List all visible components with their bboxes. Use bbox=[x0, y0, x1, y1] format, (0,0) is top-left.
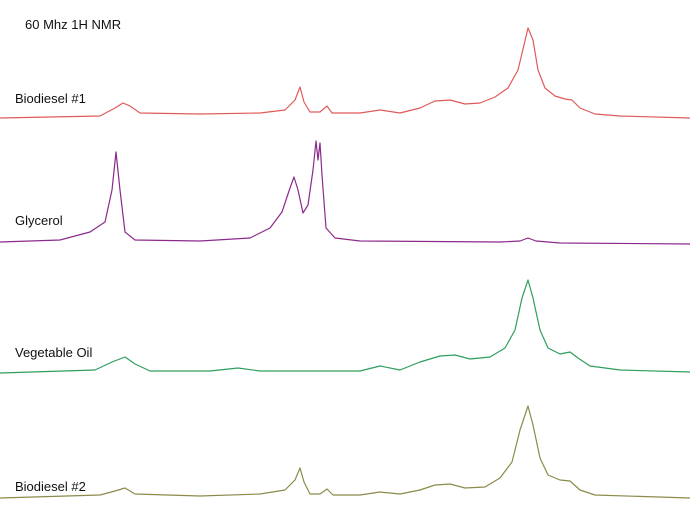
spectrum-trace bbox=[0, 405, 690, 499]
figure-title: 60 Mhz 1H NMR bbox=[25, 17, 121, 32]
spectrum-trace bbox=[0, 279, 690, 374]
spectrum-label: Biodiesel #2 bbox=[15, 479, 86, 494]
spectrum-label: Biodiesel #1 bbox=[15, 91, 86, 106]
spectrum-trace bbox=[0, 27, 690, 119]
spectrum-label: Vegetable Oil bbox=[15, 345, 92, 360]
spectrum-label: Glycerol bbox=[15, 213, 63, 228]
spectrum-trace bbox=[0, 140, 690, 245]
